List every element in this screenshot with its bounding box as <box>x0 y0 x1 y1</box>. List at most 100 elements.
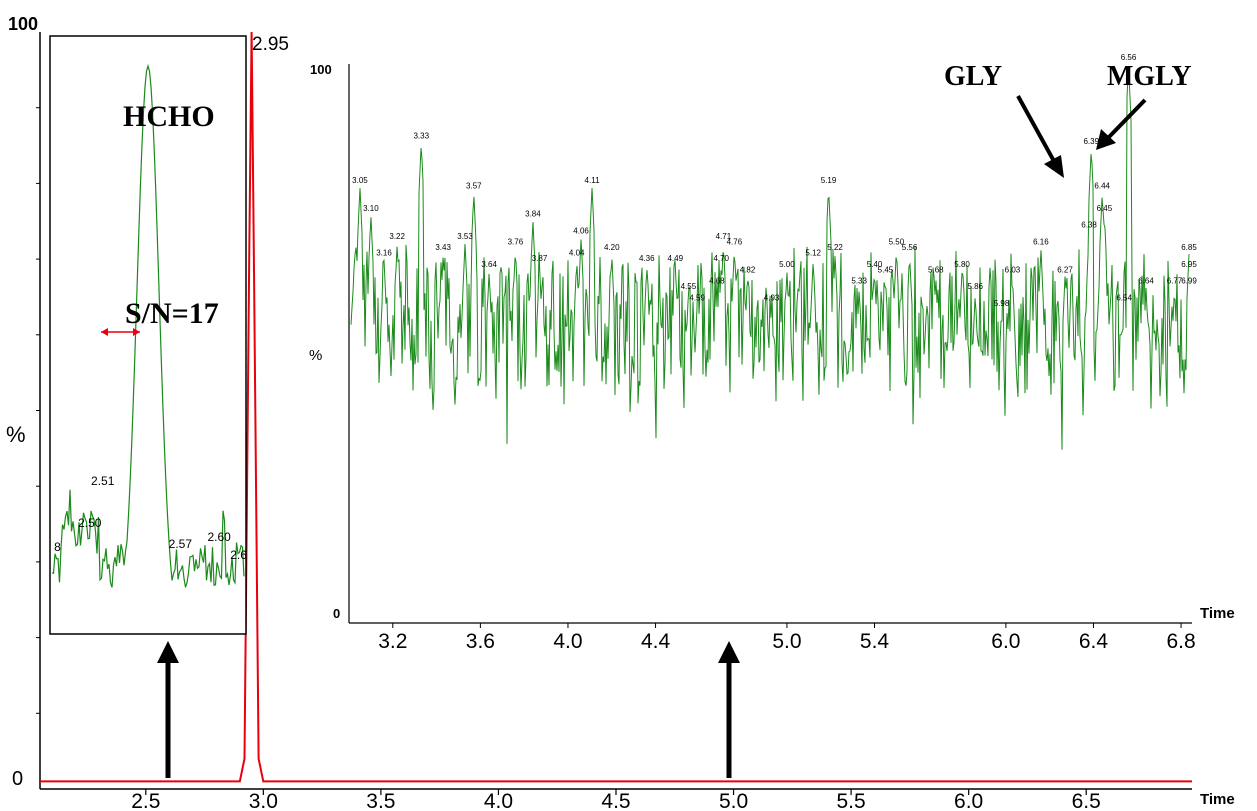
expanded-peak-label: 5.50 <box>889 237 905 246</box>
gly-arrow <box>1016 95 1064 178</box>
expanded-peak-label: 3.05 <box>352 176 368 185</box>
expanded-x-tick-label: 5.0 <box>772 630 801 653</box>
overview-x-tick-label: 2.5 <box>131 790 160 811</box>
overview-y-zero-label: 0 <box>12 768 23 790</box>
expanded-peak-label: 4.70 <box>713 254 729 263</box>
expanded-peak-label: 4.11 <box>585 176 601 185</box>
expanded-axis-backdrop <box>338 626 1198 656</box>
expanded-peak-label: 6.44 <box>1094 182 1110 191</box>
expanded-y-label: % <box>309 347 322 364</box>
expanded-peak-label: 4.55 <box>681 282 697 291</box>
expanded-peak-label: 6.77 <box>1167 277 1183 286</box>
expanded-peak-label: 5.22 <box>827 243 843 252</box>
expanded-peak-label: 6.39 <box>1083 137 1099 146</box>
expanded-peak-label: 6.95 <box>1181 260 1197 269</box>
expanded-peak-label: 4.36 <box>639 254 655 263</box>
expanded-peak-label: 3.33 <box>413 131 429 140</box>
gly-annotation: GLY <box>944 61 1002 92</box>
inset-peak-label: 2.51 <box>91 474 115 488</box>
expanded-x-tick-label: 4.4 <box>641 630 671 653</box>
expanded-chromatogram: 3.2 3.6 4.0 4.4 5.0 5.4 6.0 6.4 6.8 100 0 % Time… <box>309 53 1235 656</box>
inset-series-line <box>51 63 245 588</box>
expanded-peak-label: 6.99 <box>1181 277 1197 286</box>
inset-peak-labels: 8 2.50 2.51 2.57 2.60 2.6 <box>54 474 247 562</box>
expanded-peak-label: 5.19 <box>821 176 837 185</box>
expanded-peak-label: 3.53 <box>457 232 473 241</box>
expanded-peak-label: 4.68 <box>709 277 725 286</box>
expanded-peak-label: 4.04 <box>569 249 585 258</box>
expanded-peak-label: 3.87 <box>532 254 548 263</box>
mgly-arrow <box>1096 98 1147 150</box>
expanded-peak-label: 3.84 <box>525 210 541 219</box>
overview-y-label: % <box>6 422 26 447</box>
overview-y-minor-ticks <box>36 107 40 714</box>
expanded-peak-label: 3.76 <box>508 237 524 246</box>
fwhm-marker <box>101 328 140 336</box>
overview-y-top-label: 100 <box>8 14 38 34</box>
expanded-peak-label: 6.38 <box>1081 221 1097 230</box>
hcho-inset: 8 2.50 2.51 2.57 2.60 2.6 HCHO S/N=17 <box>49 35 247 635</box>
expanded-peak-label: 5.68 <box>928 265 944 274</box>
overview-chromatogram: 2.5 3.0 3.5 4.0 4.5 5.0 5.5 6.0 6.5 100 0 % Time… <box>6 14 1235 811</box>
expanded-peak-label: 3.64 <box>481 260 497 269</box>
arrow-expanded-origin <box>718 641 740 778</box>
expanded-peak-label: 5.56 <box>902 243 918 252</box>
expanded-x-tick-label: 6.4 <box>1079 630 1109 653</box>
inset-frame <box>49 35 247 635</box>
expanded-peak-label: 3.16 <box>376 249 392 258</box>
overview-x-tick-label: 5.5 <box>837 790 866 811</box>
expanded-peak-label: 6.27 <box>1057 265 1073 274</box>
overview-series-line <box>40 31 1192 783</box>
inset-peak-label: 2.60 <box>207 530 231 544</box>
expanded-x-tick-label: 6.8 <box>1166 630 1195 653</box>
expanded-peak-label: 4.59 <box>689 293 705 302</box>
expanded-x-tick-label: 3.2 <box>378 630 407 653</box>
overview-x-tick-label: 6.0 <box>954 790 983 811</box>
expanded-y-top-label: 100 <box>310 62 332 77</box>
overview-peak-label: 2.95 <box>252 34 289 55</box>
overview-x-tick-label: 3.5 <box>366 790 395 811</box>
expanded-y-zero-label: 0 <box>333 606 340 621</box>
expanded-peak-label: 6.45 <box>1097 204 1113 213</box>
mgly-annotation: MGLY <box>1107 61 1192 92</box>
overview-x-tick-label: 4.5 <box>601 790 630 811</box>
expanded-x-tick-label: 6.0 <box>991 630 1020 653</box>
inset-peak-label: 8 <box>54 540 61 554</box>
arrow-inset-origin <box>157 641 179 778</box>
expanded-peak-label: 4.49 <box>667 254 683 263</box>
expanded-peak-label: 5.00 <box>779 260 795 269</box>
expanded-peak-label: 5.33 <box>851 277 867 286</box>
expanded-peak-label: 6.03 <box>1005 265 1021 274</box>
expanded-peak-label: 6.64 <box>1138 277 1154 286</box>
overview-x-label: Time <box>1200 791 1235 808</box>
overview-x-ticks: 2.5 3.0 3.5 4.0 4.5 5.0 5.5 6.0 6.5 <box>131 789 1101 811</box>
expanded-peak-label: 4.06 <box>573 226 589 235</box>
expanded-peak-label: 6.54 <box>1116 293 1132 302</box>
expanded-peak-label: 6.16 <box>1033 237 1049 246</box>
expanded-peak-label: 5.12 <box>805 249 821 258</box>
expanded-peak-label: 5.86 <box>967 282 983 291</box>
expanded-peak-label: 4.76 <box>727 237 743 246</box>
expanded-peak-label: 6.56 <box>1121 53 1137 62</box>
inset-peak-label: 2.57 <box>169 537 193 551</box>
inset-title: HCHO <box>123 100 215 133</box>
expanded-peak-label: 5.40 <box>867 260 883 269</box>
expanded-peak-label: 4.93 <box>764 293 780 302</box>
expanded-x-tick-label: 3.6 <box>466 630 495 653</box>
expanded-peak-label: 4.71 <box>716 232 732 241</box>
expanded-peak-label: 4.20 <box>604 243 620 252</box>
overview-x-tick-label: 4.0 <box>484 790 513 811</box>
expanded-peak-labels: 3.05 3.10 3.16 3.22 3.33 3.43 3.53 3.57 3.64 3.76… <box>352 53 1197 308</box>
expanded-x-tick-label: 4.0 <box>553 630 582 653</box>
expanded-x-ticks: 3.2 3.6 4.0 4.4 5.0 5.4 6.0 6.4 6.8 <box>378 623 1196 653</box>
expanded-peak-label: 6.85 <box>1181 243 1197 252</box>
expanded-peak-label: 3.10 <box>363 204 379 213</box>
expanded-series-line <box>350 74 1190 450</box>
expanded-peak-label: 3.57 <box>466 182 482 191</box>
inset-peak-label: 2.50 <box>78 516 102 530</box>
expanded-peak-label: 3.22 <box>389 232 405 241</box>
expanded-peak-label: 4.82 <box>740 265 756 274</box>
overview-x-tick-label: 3.0 <box>249 790 278 811</box>
expanded-x-label: Time <box>1200 605 1235 622</box>
